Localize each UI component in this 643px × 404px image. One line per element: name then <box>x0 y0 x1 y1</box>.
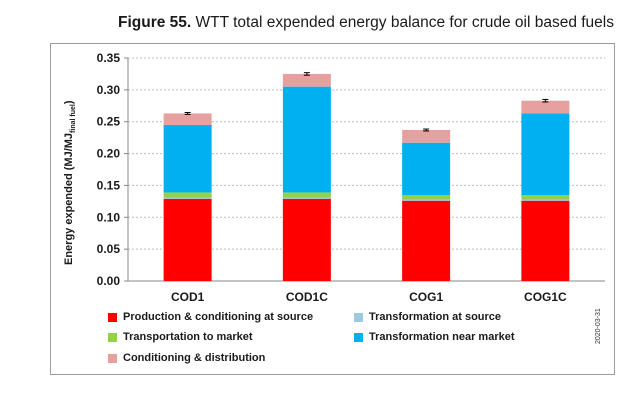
legend-item-transportation: Transportation to market <box>108 331 253 343</box>
legend-item-transformation-market: Transformation near market <box>354 331 515 343</box>
legend-item-conditioning: Conditioning & distribution <box>108 352 265 364</box>
bar-segment <box>521 113 570 195</box>
y-tick-label: 0.35 <box>97 51 121 65</box>
legend-label: Transformation at source <box>369 311 502 323</box>
y-axis-label-sub: final fuel <box>70 104 78 133</box>
legend-item-transformation-source: Transformation at source <box>354 311 501 323</box>
legend-label: Conditioning & distribution <box>123 352 266 364</box>
x-tick-label: COD1C <box>286 290 328 304</box>
bar-segment <box>521 194 570 200</box>
y-tick-label: 0.25 <box>97 115 121 129</box>
y-tick-label: 0.15 <box>97 178 121 192</box>
bar-segment <box>163 192 212 198</box>
x-tick-label: COG1 <box>409 290 443 304</box>
bar-segment <box>282 86 331 193</box>
legend-swatch <box>108 312 117 322</box>
bar-segment <box>163 124 212 193</box>
x-tick-label: COG1C <box>524 290 567 304</box>
date-stamp: 2020-03-31 <box>595 308 602 344</box>
legend-swatch <box>354 332 363 342</box>
y-tick-label: 0.00 <box>97 274 121 288</box>
y-tick-label: 0.30 <box>97 83 121 97</box>
bar-segment <box>282 192 331 198</box>
figure-title: Figure 55. WTT total expended energy bal… <box>0 14 614 32</box>
legend-swatch <box>108 332 117 342</box>
bar-segment <box>402 129 451 143</box>
bar-segment <box>163 198 212 281</box>
y-axis-label-main: Energy expended (MJ/MJ <box>63 132 75 265</box>
legend-label: Production & conditioning at source <box>123 311 314 323</box>
bar-segment <box>282 73 331 87</box>
legend-swatch <box>354 312 363 322</box>
bar-segment <box>521 100 570 114</box>
bar-segment <box>282 198 331 281</box>
figure-caption: WTT total expended energy balance for cr… <box>195 14 614 31</box>
legend-label: Transformation near market <box>369 331 515 343</box>
bar-segment <box>402 142 451 195</box>
bar-segment <box>402 194 451 200</box>
bar-segment <box>282 197 331 199</box>
x-tick-label: COD1 <box>171 290 205 304</box>
y-tick-label: 0.05 <box>97 242 121 256</box>
y-tick-label: 0.10 <box>97 210 121 224</box>
legend-swatch <box>108 353 117 363</box>
legend-label: Transportation to market <box>123 331 253 343</box>
legend-item-production: Production & conditioning at source <box>108 311 313 323</box>
bar-segment <box>402 199 451 201</box>
bar-segment <box>163 113 212 125</box>
bar-segment <box>521 199 570 201</box>
y-tick-label: 0.20 <box>97 147 121 161</box>
figure-label: Figure 55. <box>118 14 192 31</box>
bar-segment <box>521 200 570 281</box>
y-axis-label: Energy expended (MJ/MJfinal fuel) <box>63 101 77 266</box>
bar-segment <box>163 197 212 199</box>
bar-segment <box>402 200 451 281</box>
chart-frame <box>50 43 615 375</box>
y-axis-label-close: ) <box>63 100 75 105</box>
